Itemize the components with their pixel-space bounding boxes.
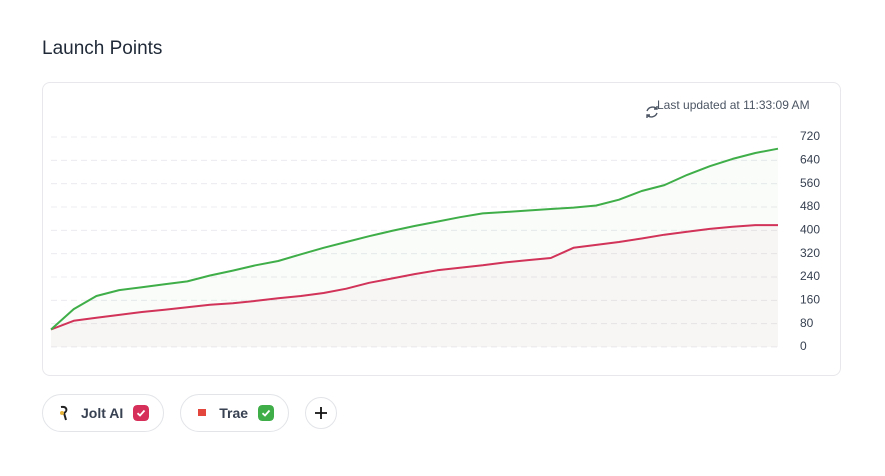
y-tick-label: 240 bbox=[800, 269, 820, 283]
add-series-button[interactable] bbox=[305, 397, 338, 429]
refresh-icon bbox=[646, 106, 658, 118]
last-updated: Last updated at 11:33:09 AM bbox=[657, 98, 810, 112]
y-tick-label: 0 bbox=[800, 339, 807, 353]
y-tick-label: 720 bbox=[800, 129, 820, 143]
chart: Last updated at 11:33:09 AM 0 80 160 240 320… bbox=[50, 98, 820, 353]
series-line bbox=[50, 224, 778, 331]
legend: Jolt AI Trae bbox=[42, 394, 338, 432]
y-tick-label: 560 bbox=[800, 176, 820, 190]
legend-toggle[interactable]: Trae bbox=[180, 394, 290, 432]
legend-toggle[interactable]: Jolt AI bbox=[42, 394, 165, 432]
chart-card: Last updated at 11:33:09 AM 0 80 160 240 320… bbox=[42, 82, 841, 376]
legend-checkbox[interactable] bbox=[258, 405, 275, 421]
series-icon bbox=[198, 409, 207, 416]
series-icon bbox=[60, 405, 68, 421]
legend-label: Trae bbox=[219, 405, 249, 421]
y-tick-label: 160 bbox=[800, 293, 820, 307]
series-line bbox=[50, 147, 779, 331]
series-area bbox=[51, 149, 778, 347]
y-tick-label: 480 bbox=[800, 199, 820, 213]
y-tick-label: 320 bbox=[800, 246, 820, 260]
chart-title: Launch Points bbox=[42, 38, 163, 59]
y-tick-label: 400 bbox=[800, 223, 820, 237]
legend-label: Jolt AI bbox=[81, 405, 124, 421]
plus-icon bbox=[315, 407, 328, 419]
y-tick-label: 80 bbox=[800, 316, 814, 330]
y-tick-label: 640 bbox=[800, 153, 820, 167]
legend-checkbox[interactable] bbox=[133, 405, 150, 421]
